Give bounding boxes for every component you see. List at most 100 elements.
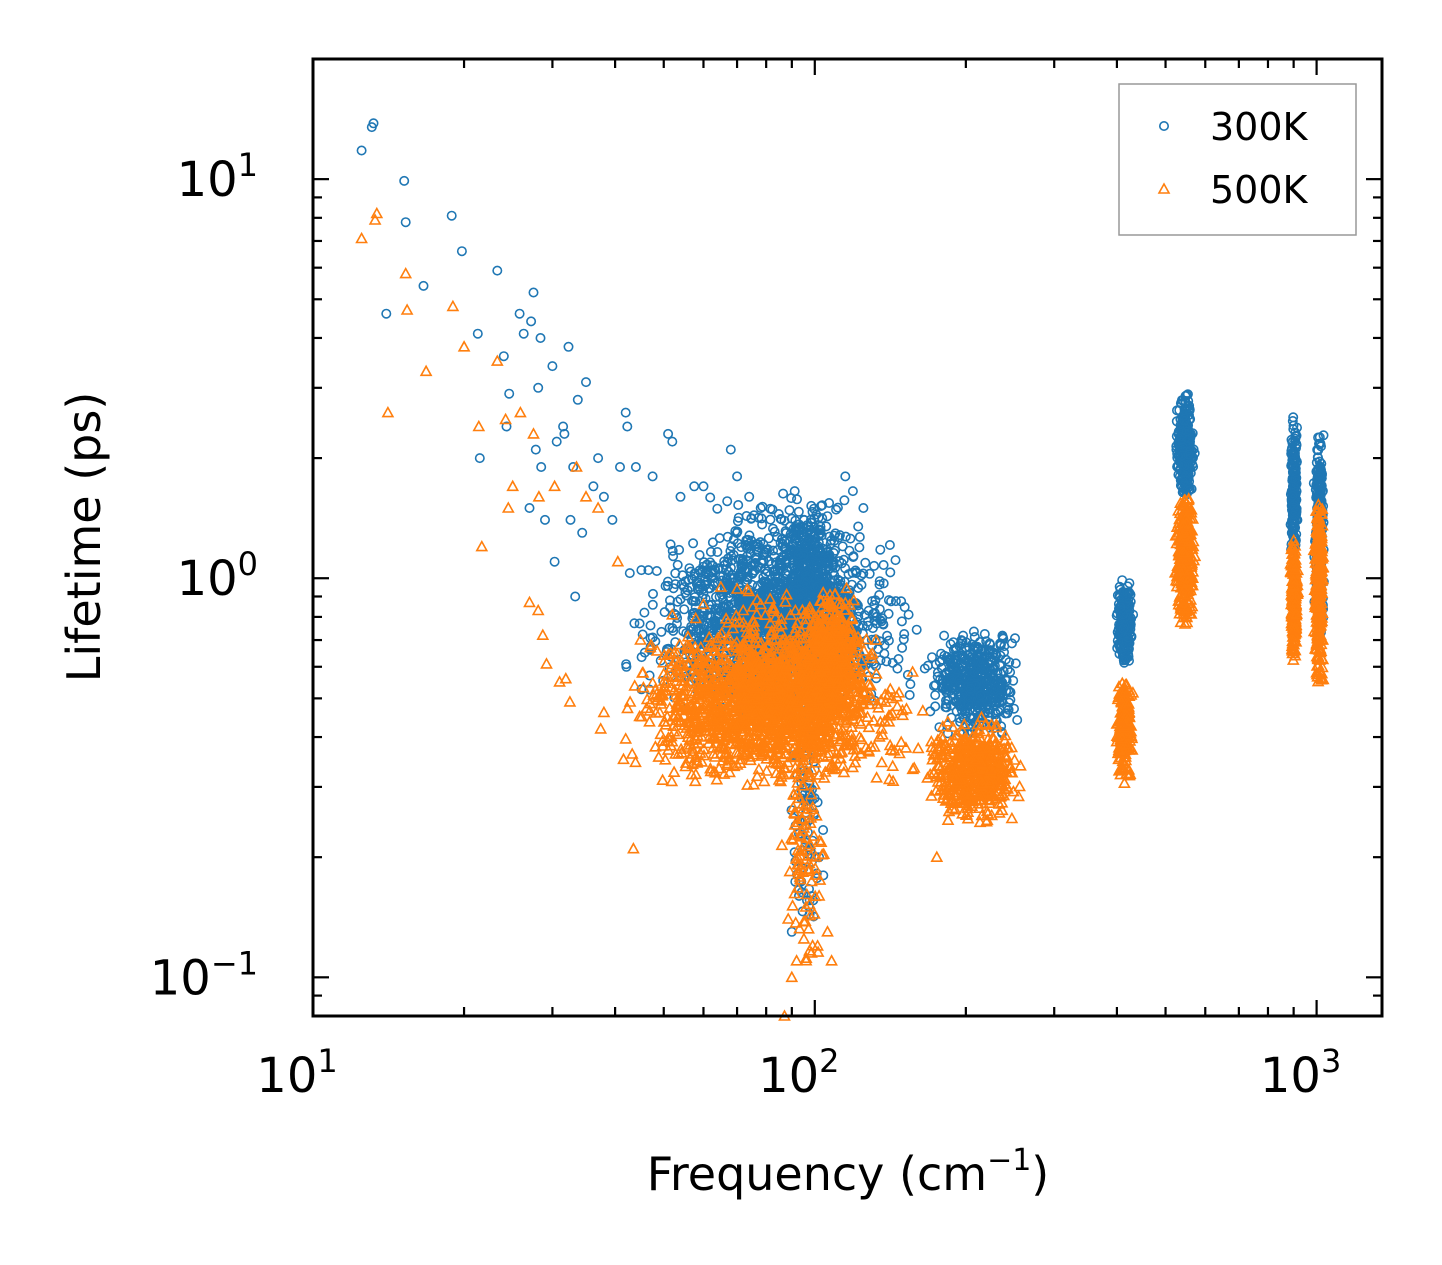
point-300K-2015 [779,536,790,547]
point-300K-2122 [817,500,828,511]
point-500K-817 [625,747,639,759]
point-300K-1967 [775,537,786,548]
point-300K-1555 [769,526,780,537]
point-300K-2742 [939,650,950,661]
point-300K-1384 [853,521,864,532]
point-300K-28 [558,421,569,432]
point-300K-1599 [726,551,737,562]
point-300K-1402 [886,596,897,607]
point-500K-28 [591,501,605,513]
point-300K-2739 [981,695,992,706]
point-300K-881 [656,626,667,637]
point-300K-1636 [738,557,749,568]
point-300K-2420 [922,660,933,671]
point-500K-122 [634,633,647,645]
point-300K-2714 [963,698,974,709]
point-300K-1920 [793,506,804,517]
point-300K-1517 [874,636,885,647]
point-300K-33 [570,591,581,602]
point-300K-42 [620,407,631,418]
point-300K-908 [659,607,670,618]
point-300K-22 [535,332,546,343]
point-300K-1604 [850,565,861,576]
point-300K-1610 [840,531,851,542]
point-500K-41 [790,954,803,966]
point-300K-8 [456,246,467,257]
point-300K-2154 [802,574,813,585]
point-300K-603 [904,689,915,700]
point-300K-20 [530,444,541,455]
point-300K-9 [472,328,483,339]
point-300K-839 [629,618,640,629]
point-300K-1758 [770,595,781,606]
point-300K-1715 [854,531,865,542]
point-300K-2418 [968,626,979,637]
point-300K-1505 [845,533,856,544]
point-300K-2128 [798,550,809,561]
point-300K-1381 [699,579,710,590]
point-300K-1617 [867,623,878,634]
point-300K-23 [536,461,547,472]
point-300K-1645 [722,496,733,507]
point-500K-901 [870,771,883,783]
point-500K-4 [399,266,413,279]
point-300K-2701 [995,692,1006,703]
point-500K-10 [475,539,489,552]
point-300K-1621 [756,513,767,524]
point-300K-1742 [701,566,712,577]
point-300K-2068 [769,566,780,577]
point-300K-2094 [806,517,817,528]
point-300K-2661 [1009,633,1020,644]
point-300K-12 [498,351,509,362]
point-300K-1642 [839,495,850,506]
point-300K-1654 [705,557,716,568]
point-300K-2057 [827,567,838,578]
point-300K-2084 [802,539,813,550]
point-300K-1491 [689,619,700,630]
point-300K-1362 [685,566,696,577]
point-500K-29 [611,555,625,567]
point-300K-2444 [990,707,1001,718]
point-300K-2727 [945,639,956,650]
point-300K-39 [598,491,609,502]
point-300K-250 [882,630,893,641]
point-300K-2013 [813,512,824,523]
point-300K-2157 [833,532,844,543]
point-300K-1595 [731,527,742,538]
point-500K-2 [370,206,384,219]
point-300K-27 [551,436,562,447]
point-300K-1710 [847,486,858,497]
point-300K-16 [518,328,529,339]
point-300K-2682 [997,632,1008,643]
point-300K-1697 [706,625,717,636]
point-300K-2159 [797,559,808,570]
point-500K-479 [628,679,642,691]
point-300K-19 [528,287,539,298]
point-300K-2162 [797,521,808,532]
point-300K-1206 [667,545,678,556]
point-300K-0 [356,145,367,156]
point-300K-1750 [835,576,846,587]
point-300K-1435 [706,599,717,610]
point-300K-2523 [979,628,990,639]
point-300K-14 [504,388,515,399]
point-300K-2134 [793,549,804,560]
point-300K-2130 [816,573,827,584]
point-300K-736 [676,579,687,590]
point-500K-6 [419,364,433,377]
point-300K-1485 [705,492,716,503]
point-300K-231 [892,663,903,674]
point-300K-2717 [969,667,980,678]
point-300K-2688 [1001,675,1012,686]
point-300K-45 [647,471,658,482]
point-500K-19 [532,490,546,502]
point-300K-2573 [1003,704,1014,715]
point-300K-38 [593,453,604,464]
point-300K-2114 [821,544,832,555]
point-300K-243 [878,559,889,570]
point-300K-1722 [721,573,732,584]
point-300K-1560 [874,579,885,590]
point-300K-1521 [712,503,723,514]
point-300K-1322 [665,602,676,613]
